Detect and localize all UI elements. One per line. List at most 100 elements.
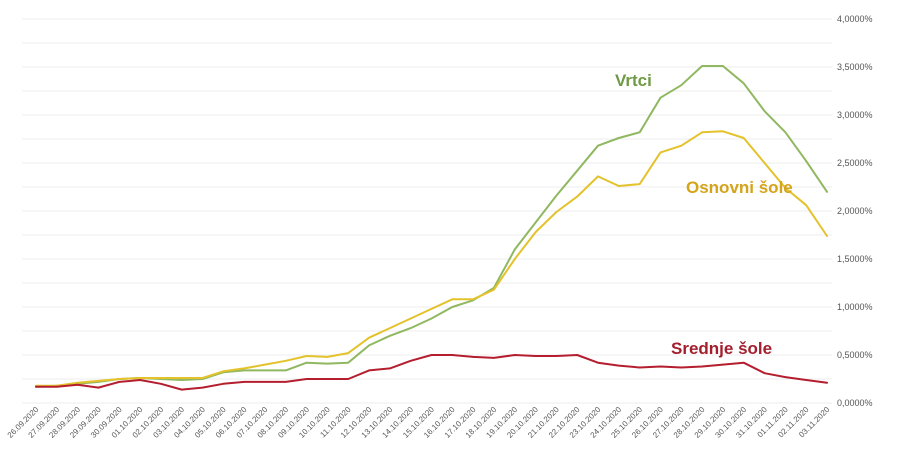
data-point — [763, 110, 766, 112]
data-point — [513, 354, 516, 356]
data-point — [722, 65, 724, 67]
data-point — [659, 365, 662, 368]
data-point — [139, 377, 141, 379]
data-point — [701, 365, 703, 368]
data-point — [597, 361, 599, 364]
data-point — [160, 383, 162, 385]
data-point — [264, 369, 266, 372]
data-point — [326, 356, 329, 358]
data-point — [534, 231, 537, 233]
data-point — [493, 357, 495, 359]
y-tick-label: 2,5000% — [837, 158, 873, 168]
series-lines — [35, 65, 828, 391]
data-point — [742, 137, 745, 139]
data-point — [97, 380, 100, 382]
data-point — [243, 367, 245, 370]
data-point — [638, 366, 641, 369]
data-point — [180, 388, 183, 391]
data-point — [97, 386, 100, 389]
y-tick-label: 2,0000% — [837, 206, 873, 216]
data-point — [305, 378, 308, 380]
data-point — [618, 364, 620, 367]
series-line-2 — [35, 354, 828, 391]
data-point — [76, 382, 79, 384]
series-label-0: Vrtci — [615, 71, 652, 90]
y-axis-ticks: 0,0000% 0,5000% 1,0000% 1,5000% 2,0000% 2,500… — [837, 14, 873, 408]
data-point — [805, 379, 807, 381]
data-point — [784, 376, 787, 378]
data-point — [555, 211, 558, 213]
data-point — [826, 235, 828, 237]
series-label-2: Srednje šole — [671, 339, 772, 358]
data-point — [680, 84, 683, 87]
data-point — [763, 162, 766, 164]
data-point — [222, 370, 225, 373]
data-point — [534, 355, 537, 357]
data-point — [493, 288, 495, 291]
data-point — [35, 385, 37, 388]
data-point — [805, 160, 807, 162]
data-point — [659, 96, 662, 99]
data-point — [56, 385, 58, 388]
series-label-1: Osnovni šole — [686, 178, 793, 197]
data-point — [326, 362, 329, 365]
data-point — [430, 317, 433, 320]
data-point — [722, 130, 724, 133]
data-point — [513, 248, 516, 251]
data-point — [513, 258, 516, 260]
data-point — [826, 191, 828, 193]
data-point — [389, 367, 391, 370]
gridlines — [22, 18, 832, 404]
data-point — [305, 355, 308, 357]
data-point — [555, 355, 558, 357]
data-point — [805, 204, 807, 207]
data-point — [576, 195, 579, 198]
data-point — [347, 352, 350, 354]
data-point — [118, 381, 121, 383]
data-point — [368, 344, 370, 347]
data-point — [659, 151, 662, 154]
data-point — [139, 379, 141, 381]
y-tick-label: 3,0000% — [837, 110, 873, 120]
data-point — [618, 137, 620, 139]
y-tick-label: 1,5000% — [837, 254, 873, 264]
data-point — [618, 185, 620, 187]
data-point — [368, 369, 370, 372]
data-point — [597, 144, 599, 147]
data-point — [180, 377, 183, 379]
data-point — [284, 381, 287, 383]
data-point — [409, 327, 412, 329]
data-point — [160, 377, 162, 379]
y-tick-label: 0,0000% — [837, 398, 873, 408]
series-labels: Vrtci Osnovni šole Srednje šole — [615, 71, 793, 358]
data-point — [742, 82, 745, 85]
data-point — [368, 336, 370, 339]
data-point — [451, 306, 454, 308]
data-point — [451, 298, 454, 301]
data-point — [264, 381, 266, 383]
data-point — [826, 382, 828, 384]
data-point — [597, 175, 599, 178]
data-point — [784, 131, 787, 134]
data-point — [472, 356, 474, 358]
data-point — [326, 378, 329, 380]
y-tick-label: 3,5000% — [837, 62, 873, 72]
data-point — [180, 379, 183, 381]
data-point — [409, 359, 412, 362]
y-tick-label: 0,5000% — [837, 350, 873, 360]
data-point — [701, 131, 703, 134]
data-point — [638, 183, 641, 185]
x-axis-ticks: 26.09.202027.09.202028.09.202029.09.2020… — [6, 405, 832, 440]
data-point — [555, 194, 558, 197]
data-point — [430, 354, 433, 356]
data-point — [742, 361, 745, 364]
data-point — [347, 361, 350, 364]
data-point — [389, 335, 391, 337]
data-point — [680, 144, 683, 147]
data-point — [701, 65, 703, 67]
data-point — [201, 386, 204, 389]
data-point — [284, 369, 287, 372]
data-point — [76, 383, 79, 386]
data-point — [389, 327, 391, 329]
